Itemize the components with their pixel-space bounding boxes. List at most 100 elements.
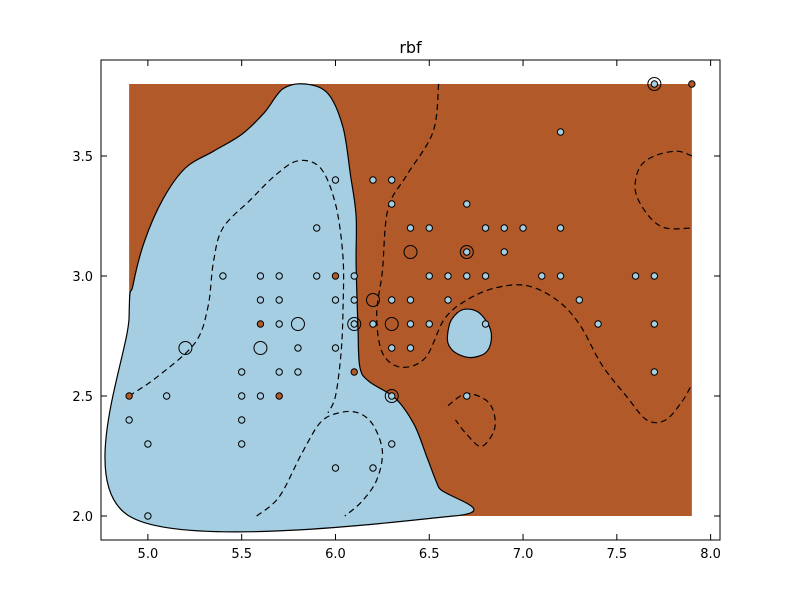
point-class-b: [331, 272, 340, 280]
point-class-a: [369, 464, 377, 472]
point-class-a: [275, 272, 283, 280]
point-class-a: [162, 392, 171, 400]
point-class-a: [425, 224, 433, 232]
point-class-a: [219, 272, 227, 280]
point-class-a: [463, 200, 471, 208]
point-class-a: [331, 464, 340, 472]
region-class-a-0: [104, 83, 475, 533]
point-class-a: [313, 224, 321, 232]
point-class-a: [425, 320, 433, 328]
point-class-a: [631, 272, 640, 280]
point-class-a: [388, 176, 396, 184]
y-tick-label: 2.0: [72, 510, 93, 525]
point-class-a: [481, 224, 490, 232]
point-class-a: [650, 320, 659, 328]
point-class-a: [406, 296, 415, 304]
x-tick-label: 6.5: [419, 547, 440, 562]
y-tick-label: 3.5: [72, 150, 93, 165]
margin-line-4: [256, 410, 384, 517]
point-class-b: [350, 368, 358, 376]
point-class-a: [144, 512, 152, 520]
point-class-a: [294, 368, 302, 376]
y-tick-label: 3.0: [72, 270, 93, 285]
support-vector-ring: [290, 317, 305, 331]
margin-line-1: [376, 83, 693, 424]
point-class-a: [556, 224, 565, 232]
point-class-a: [519, 224, 527, 232]
point-class-a: [406, 320, 415, 328]
point-class-a: [256, 296, 265, 304]
support-vector-ring: [253, 341, 268, 355]
margin-line-3: [634, 150, 693, 230]
point-class-a: [425, 272, 433, 280]
point-class-a: [481, 272, 490, 280]
data-points: [125, 77, 696, 520]
point-class-a: [388, 344, 396, 352]
point-class-a: [388, 440, 396, 448]
support-vector-ring: [384, 389, 399, 403]
point-class-a: [275, 320, 283, 328]
point-class-b: [275, 392, 283, 400]
point-class-a: [237, 440, 246, 448]
point-class-a: [650, 80, 659, 88]
point-class-a: [237, 392, 246, 400]
point-class-a: [406, 344, 415, 352]
point-class-a: [650, 272, 659, 280]
point-class-a: [463, 248, 471, 256]
y-axis-ticks: 2.0 2.5 3.0 3.5: [72, 150, 720, 525]
x-tick-label: 7.5: [606, 547, 627, 562]
point-class-a: [350, 272, 358, 280]
point-class-a: [444, 296, 452, 304]
point-class-a: [256, 272, 265, 280]
point-class-a: [331, 296, 340, 304]
point-class-a: [500, 224, 508, 232]
point-class-a: [481, 320, 490, 328]
point-class-a: [313, 272, 321, 280]
point-class-a: [369, 176, 377, 184]
support-vector-ring: [384, 317, 399, 331]
point-class-a: [237, 368, 246, 376]
point-class-a: [237, 416, 246, 424]
axes-frame: [100, 59, 721, 541]
point-class-a: [388, 392, 396, 400]
x-tick-label: 5.5: [231, 547, 252, 562]
x-tick-label: 5.0: [138, 547, 159, 562]
point-class-a: [444, 272, 452, 280]
point-class-b: [125, 392, 133, 400]
point-class-a: [125, 416, 133, 424]
chart-title: rbf: [399, 38, 422, 57]
point-class-a: [331, 344, 340, 352]
x-tick-label: 6.0: [325, 547, 346, 562]
x-tick-label: 7.0: [513, 547, 534, 562]
point-class-a: [556, 128, 565, 136]
x-tick-label: 8.0: [700, 547, 721, 562]
point-class-a: [463, 272, 471, 280]
point-class-b: [688, 80, 696, 88]
support-vector-ring: [178, 341, 193, 355]
point-class-a: [500, 248, 508, 256]
x-axis-ticks: 5.0 5.5 6.0 6.5 7.0 7.5 8.0: [138, 60, 721, 562]
point-class-a: [350, 296, 358, 304]
point-class-a: [594, 320, 602, 328]
point-class-a: [294, 344, 302, 352]
point-class-a: [369, 320, 377, 328]
plot-area: [104, 77, 696, 533]
support-vector-ring: [647, 77, 662, 91]
point-class-a: [275, 368, 283, 376]
point-class-a: [463, 392, 471, 400]
support-vector-ring: [347, 317, 362, 331]
point-class-a: [650, 368, 659, 376]
support-vector-ring: [459, 245, 474, 259]
point-class-a: [331, 176, 340, 184]
y-tick-label: 2.5: [72, 390, 93, 405]
point-class-a: [406, 224, 415, 232]
point-class-a: [144, 440, 152, 448]
margin-line-0: [128, 159, 345, 414]
decision-regions: [104, 83, 692, 533]
support-vector-ring: [403, 245, 418, 259]
support-vector-ring: [365, 293, 380, 307]
point-class-b: [256, 320, 265, 328]
point-class-a: [275, 296, 283, 304]
region-class-a-1: [446, 308, 493, 359]
